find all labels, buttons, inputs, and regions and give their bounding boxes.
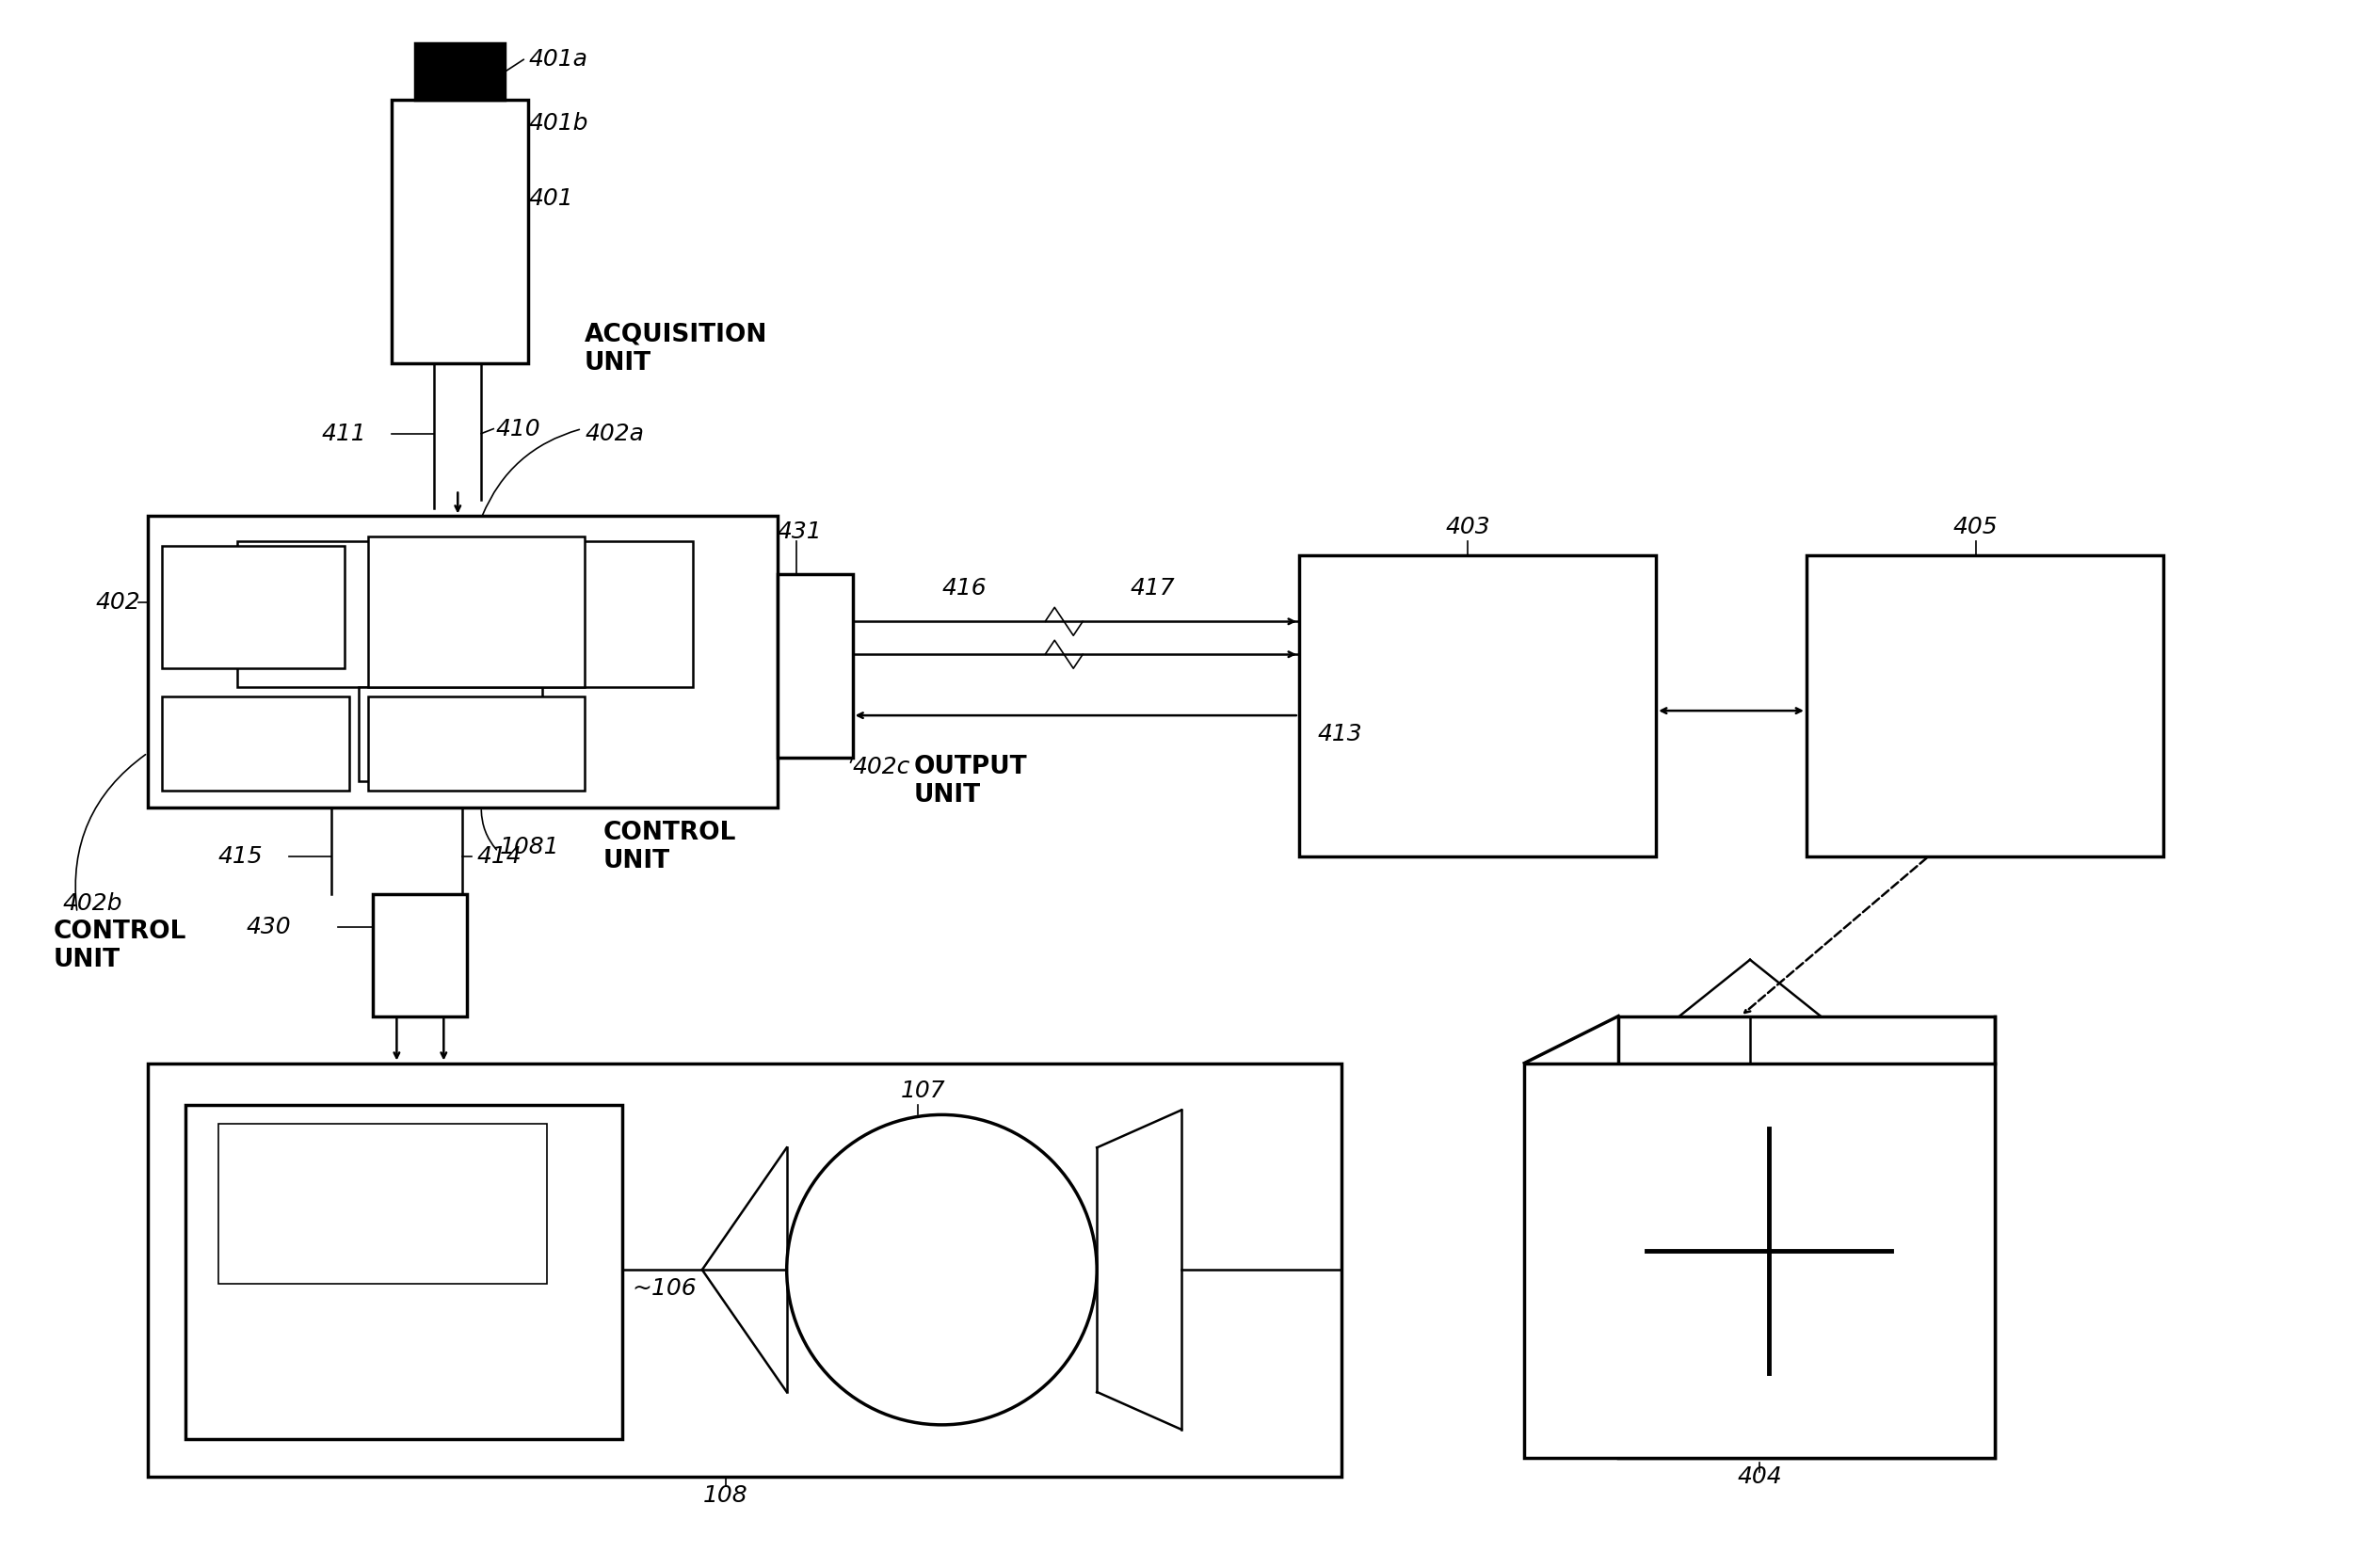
Circle shape bbox=[786, 1115, 1098, 1425]
Bar bbox=[1525, 1063, 1995, 1458]
Bar bbox=[149, 516, 777, 808]
Text: CONTROL
UNIT: CONTROL UNIT bbox=[54, 919, 187, 972]
Text: CONTROL
UNIT: CONTROL UNIT bbox=[604, 820, 737, 873]
Bar bbox=[149, 1063, 1341, 1477]
Text: 403: 403 bbox=[1445, 516, 1490, 539]
Text: ~106: ~106 bbox=[633, 1278, 696, 1300]
Bar bbox=[1806, 555, 2163, 856]
Text: OUTPUT
UNIT: OUTPUT UNIT bbox=[914, 754, 1027, 808]
Bar bbox=[184, 1105, 623, 1439]
Bar bbox=[236, 541, 458, 687]
Text: 1081: 1081 bbox=[501, 836, 560, 858]
Text: 417: 417 bbox=[1131, 577, 1173, 601]
Text: 402c: 402c bbox=[852, 756, 911, 778]
Text: 108: 108 bbox=[704, 1483, 748, 1507]
Bar bbox=[217, 1124, 548, 1284]
Text: 411: 411 bbox=[321, 422, 366, 445]
Text: 402b: 402b bbox=[64, 892, 123, 914]
Text: 414: 414 bbox=[477, 845, 522, 867]
Text: 431: 431 bbox=[777, 521, 822, 544]
Text: 401b: 401b bbox=[529, 113, 588, 135]
Text: ACQUISITION
UNIT: ACQUISITION UNIT bbox=[586, 323, 767, 375]
Bar bbox=[373, 894, 467, 1016]
Bar bbox=[472, 541, 692, 687]
Bar bbox=[163, 696, 349, 790]
Text: 416: 416 bbox=[942, 577, 987, 601]
Text: 402: 402 bbox=[97, 591, 142, 615]
Text: 413: 413 bbox=[1317, 723, 1362, 745]
Text: 405: 405 bbox=[1953, 516, 1997, 539]
Text: 402a: 402a bbox=[586, 422, 645, 445]
Text: 401a: 401a bbox=[529, 49, 588, 71]
Bar bbox=[368, 696, 586, 790]
Text: 401: 401 bbox=[529, 187, 574, 210]
Bar bbox=[416, 44, 505, 100]
Text: 410: 410 bbox=[496, 417, 541, 441]
Bar bbox=[392, 100, 529, 364]
Bar bbox=[1617, 1016, 1995, 1458]
Text: 404: 404 bbox=[1738, 1465, 1783, 1488]
Bar bbox=[1299, 555, 1655, 856]
Bar bbox=[359, 687, 543, 781]
Text: 107: 107 bbox=[900, 1080, 944, 1102]
Text: 415: 415 bbox=[217, 845, 262, 867]
Bar bbox=[163, 546, 345, 668]
Text: 430: 430 bbox=[246, 916, 290, 938]
Bar bbox=[777, 574, 852, 757]
Bar bbox=[368, 536, 586, 687]
